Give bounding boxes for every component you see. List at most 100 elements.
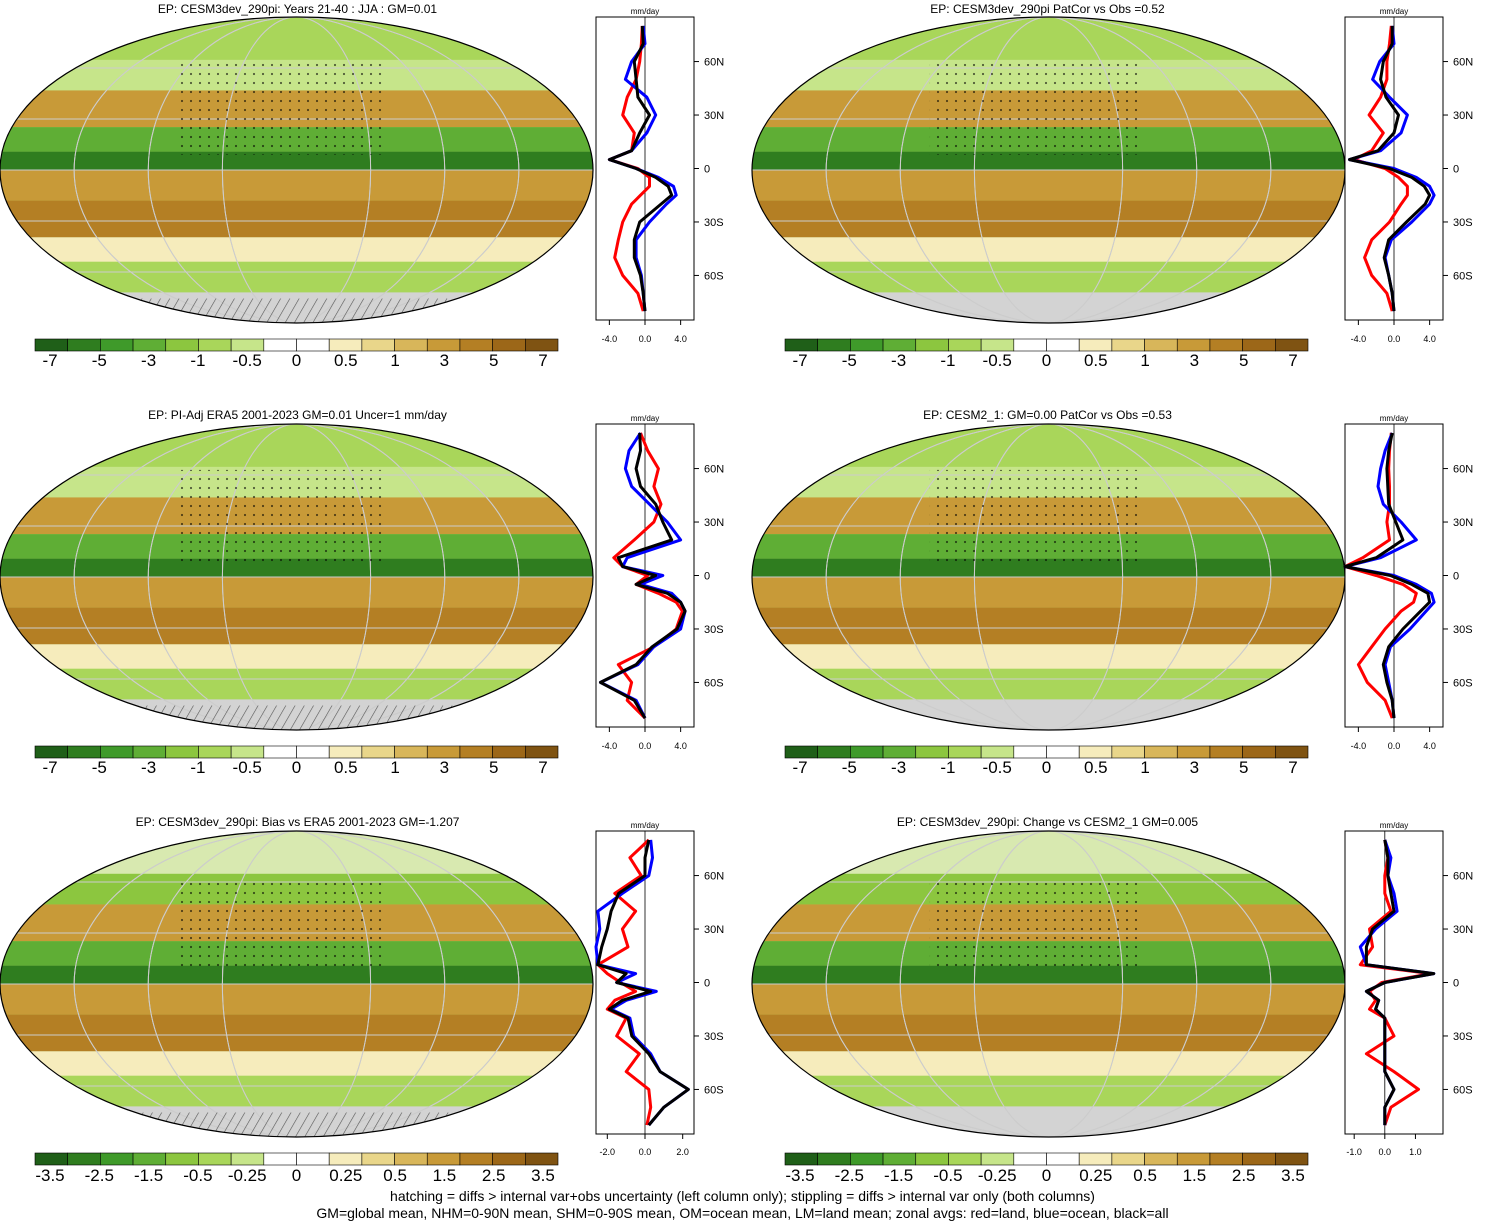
x-tick-label: 0.0 (639, 334, 652, 344)
map-band (752, 699, 1345, 730)
colorbar-cell (263, 745, 297, 759)
colorbar-tick-label: 0 (1042, 1166, 1051, 1185)
colorbar-cell (980, 338, 1015, 352)
colorbar-tick-label: 1 (390, 758, 399, 777)
longitude-gridline (825, 17, 1272, 323)
x-tick-label: 0.0 (1379, 1147, 1392, 1157)
y-tick-label: 30N (1453, 110, 1473, 122)
colorbar: -7 -5 -3 -1 -0.5 0 0.5 1 3 5 7 (34, 338, 559, 370)
stippling-region (177, 876, 386, 969)
longitude-gridline (221, 831, 372, 1137)
colorbar-cell (1144, 1152, 1178, 1166)
panel-title: EP: CESM3dev_290pi PatCor vs Obs =0.52 (930, 2, 1165, 16)
colorbar-cell (1176, 745, 1211, 759)
y-tick-label: 60S (704, 1084, 724, 1096)
colorbar-cell (1046, 338, 1080, 352)
y-tick-label: 60N (704, 464, 724, 476)
longitude-gridline (973, 831, 1124, 1137)
zonal-series-ocean (1343, 432, 1436, 719)
zonal-series-all (1364, 839, 1436, 1126)
colorbar-cell (1013, 745, 1047, 759)
colorbar-cell (948, 745, 982, 759)
colorbar-tick-label: 3.5 (531, 1166, 555, 1185)
colorbar-tick-label: -0.5 (233, 758, 262, 777)
colorbar-cell (459, 745, 493, 759)
stippling-region (929, 62, 1138, 155)
longitude-gridline (73, 424, 520, 730)
colorbar-cell (1111, 338, 1145, 352)
colorbar-tick-label: 1.5 (433, 1166, 457, 1185)
y-tick-label: 30N (1453, 517, 1473, 529)
zonal-mean-plot: mm/day 60N 30N 0 30S 60S -4.0 0.0 4.0 (595, 7, 724, 344)
colorbar-cell (132, 1152, 167, 1166)
map-band (752, 1051, 1345, 1076)
map-band (752, 644, 1345, 669)
map-field (0, 831, 593, 1137)
colorbar-cell (1046, 745, 1080, 759)
longitude-gridline (899, 831, 1198, 1137)
longitude-gridline (147, 17, 446, 323)
y-tick-label: 0 (704, 164, 710, 176)
colorbar-tick-label: -3 (141, 758, 156, 777)
zonal-unit-label: mm/day (1380, 414, 1408, 423)
hatching-region (0, 298, 593, 323)
colorbar-cell (817, 1152, 851, 1166)
colorbar-cell (1176, 338, 1211, 352)
panel-title: EP: CESM2_1: GM=0.00 PatCor vs Obs =0.53 (923, 408, 1172, 422)
colorbar-cell (394, 338, 428, 352)
map-band (0, 1075, 593, 1107)
x-tick-label: -4.0 (1351, 741, 1367, 751)
y-tick-label: 30N (1453, 924, 1473, 936)
x-tick-label: -4.0 (602, 741, 618, 751)
y-tick-label: 30S (1453, 1031, 1473, 1043)
longitude-gridline (899, 17, 1198, 323)
longitude-gridline (973, 424, 1124, 730)
colorbar-tick-label: 5 (1239, 351, 1248, 370)
colorbar-tick-label: 1.5 (1183, 1166, 1207, 1185)
map-band (752, 984, 1345, 1015)
stippling-region (929, 469, 1138, 562)
colorbar-cell (1111, 1152, 1145, 1166)
colorbar-cell (198, 1152, 232, 1166)
colorbar-tick-label: 1 (390, 351, 399, 370)
colorbar-tick-label: -0.5 (183, 1166, 212, 1185)
y-tick-label: 0 (1453, 571, 1459, 583)
colorbar-tick-label: 2.5 (482, 1166, 506, 1185)
map-outline (0, 16, 594, 324)
colorbar-cell (426, 745, 461, 759)
colorbar-tick-label: -3 (141, 351, 156, 370)
map-field (752, 424, 1345, 730)
longitude-gridline (973, 17, 1124, 323)
y-tick-label: 60N (1453, 871, 1473, 883)
panel-6: -3.5 -2.5 -1.5 -0.5 -0.25 0 0.25 0.5 1.5 2.5 3.5 mm… (751, 821, 1473, 1185)
colorbar-cell (198, 338, 232, 352)
colorbar-tick-label: -5 (842, 351, 857, 370)
zonal-series-all (596, 839, 690, 1127)
colorbar-cell (1078, 338, 1113, 352)
map-band (0, 644, 593, 669)
colorbar-cell (296, 338, 330, 352)
colorbar-cell (328, 338, 363, 352)
colorbar-tick-label: -5 (92, 758, 107, 777)
y-tick-label: 30N (704, 924, 724, 936)
colorbar-tick-label: 5 (489, 351, 498, 370)
colorbar-tick-label: 0.5 (1084, 758, 1108, 777)
colorbar-cell (328, 1152, 363, 1166)
colorbar-tick-label: 0.5 (383, 1166, 407, 1185)
colorbar-cell (394, 1152, 428, 1166)
map-band (752, 237, 1345, 262)
zonal-series-all (1343, 432, 1432, 719)
colorbar-cell (1275, 745, 1309, 759)
colorbar-cell (34, 1152, 68, 1166)
colorbar-tick-label: -1.5 (134, 1166, 163, 1185)
map-field (0, 424, 593, 730)
panel-5: -3.5 -2.5 -1.5 -0.5 -0.25 0 0.25 0.5 1.5 2.5 3.5 mm… (0, 821, 724, 1185)
colorbar-tick-label: 3 (440, 758, 449, 777)
colorbar-tick-label: -2.5 (835, 1166, 864, 1185)
colorbar-cell (328, 745, 363, 759)
colorbar-cell (1078, 745, 1113, 759)
zonal-series-all (607, 25, 674, 312)
colorbar-tick-label: -3 (891, 758, 906, 777)
stippling-region (177, 62, 386, 155)
footer-note-1: hatching = diffs > internal var+obs unce… (390, 1188, 1095, 1204)
